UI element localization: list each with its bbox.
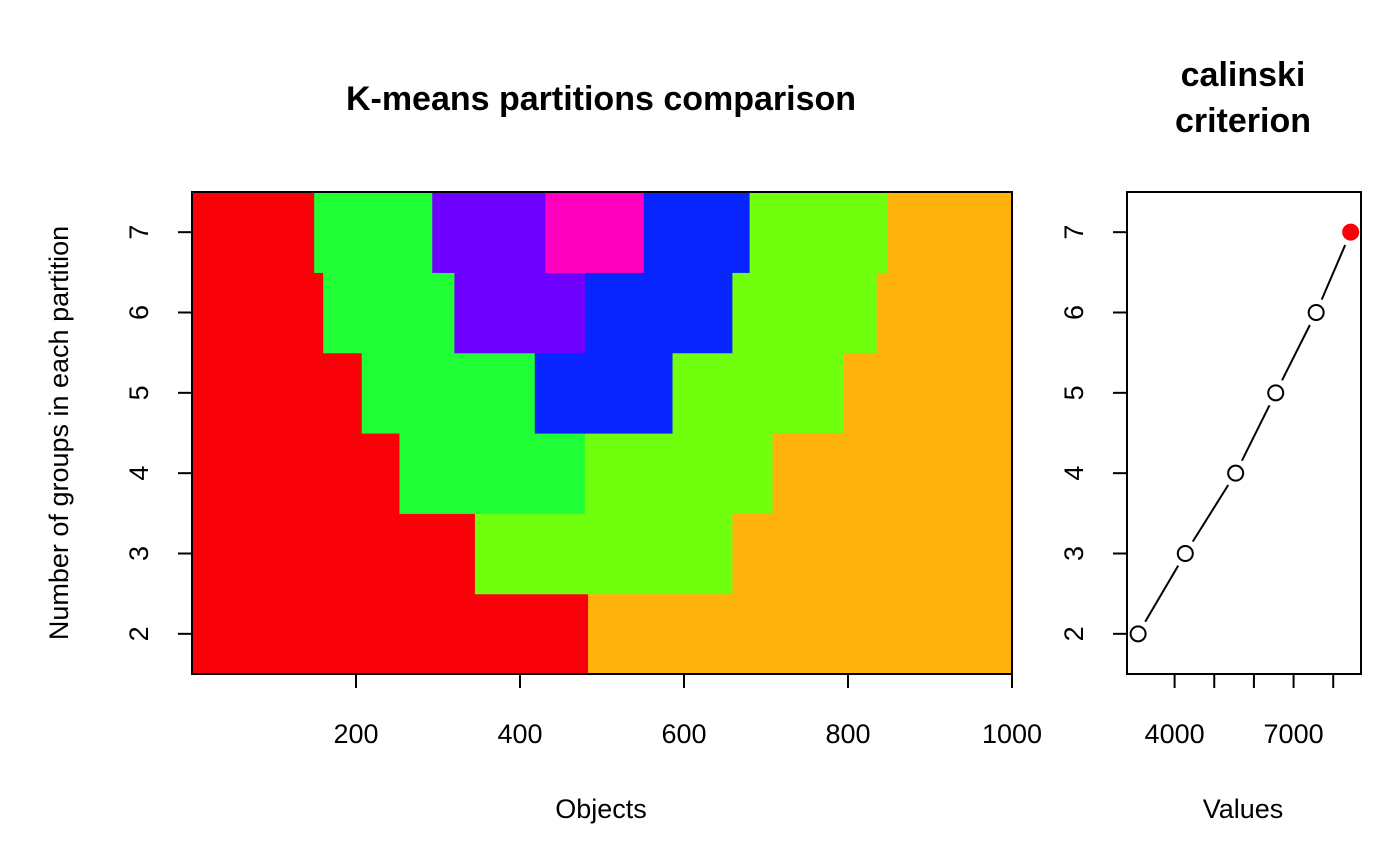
- right-chart-title-line2: criterion: [1175, 102, 1311, 140]
- partition-cell-k3-2: [474, 513, 733, 595]
- partition-cell-k4-1: [192, 433, 401, 514]
- partition-cell-k6-4: [585, 272, 733, 354]
- left-x-axis-label: Objects: [555, 794, 647, 824]
- left-x-tick-label: 200: [333, 719, 378, 749]
- criterion-line-segment: [1241, 404, 1271, 462]
- criterion-point: [1267, 384, 1285, 402]
- partition-cell-k5-1: [192, 352, 363, 434]
- partition-cell-k5-5: [843, 352, 1013, 434]
- partition-cell-k4-2: [399, 433, 586, 514]
- criterion-point: [1307, 304, 1325, 321]
- partition-cell-k6-2: [323, 272, 455, 354]
- left-x-tick-label: 800: [825, 719, 870, 749]
- right-y-tick-label: 3: [1059, 546, 1089, 561]
- right-y-tick-label: 4: [1059, 466, 1089, 481]
- right-chart-title-line1: calinski: [1181, 56, 1306, 94]
- right-x-axis-label: Values: [1203, 794, 1284, 824]
- criterion-point: [1176, 545, 1194, 562]
- partition-cell-k7-4: [545, 192, 645, 273]
- criterion-line-segment: [1191, 484, 1230, 543]
- partition-cell-k6-5: [732, 272, 878, 354]
- partition-cell-k4-4: [772, 433, 1013, 514]
- right-x-tick-label: 4000: [1145, 719, 1205, 749]
- criterion-point: [1129, 625, 1147, 643]
- right-plot-frame: [1126, 191, 1362, 675]
- right-y-tick-label: 6: [1059, 305, 1089, 320]
- partition-cell-k2-1: [192, 593, 589, 675]
- left-y-tick-label: 5: [124, 385, 154, 400]
- partition-cell-k3-1: [192, 513, 476, 595]
- partition-cell-k6-6: [876, 272, 1013, 354]
- left-y-axis: 2 3 4 5 6 7: [124, 225, 192, 641]
- criterion-series: [1129, 223, 1360, 643]
- criterion-point-best: [1342, 223, 1360, 241]
- partition-cell-k6-1: [192, 272, 324, 354]
- left-y-tick-label: 6: [124, 305, 154, 320]
- partition-cell-k7-1: [192, 192, 315, 273]
- partition-cell-k5-3: [534, 352, 674, 434]
- criterion-point: [1227, 464, 1245, 482]
- left-y-tick-label: 4: [124, 466, 154, 481]
- partition-cell-k6-3: [454, 272, 587, 354]
- left-plot-frame: [191, 191, 1013, 675]
- right-y-tick-label: 5: [1059, 385, 1089, 400]
- left-y-axis-label: Number of groups in each partition: [44, 226, 74, 640]
- partition-cell-k7-3: [432, 192, 547, 273]
- left-x-tick-label: 600: [661, 719, 706, 749]
- left-x-tick-label: 1000: [982, 719, 1042, 749]
- partition-cell-k3-3: [732, 513, 1013, 595]
- partition-cell-k5-2: [361, 352, 536, 434]
- right-x-axis: 4000 7000: [1145, 674, 1335, 749]
- left-chart-title: K-means partitions comparison: [346, 80, 856, 118]
- right-x-tick-label: 7000: [1264, 719, 1324, 749]
- criterion-line-segment: [1281, 324, 1311, 381]
- left-y-tick-label: 2: [124, 626, 154, 641]
- left-x-axis: 200 400 600 800 1000: [333, 674, 1042, 749]
- partition-cell-k4-3: [584, 433, 774, 514]
- partition-cell-k7-2: [314, 192, 433, 273]
- left-y-tick-label: 7: [124, 225, 154, 240]
- left-y-tick-label: 3: [124, 546, 154, 561]
- partitions-panel: K-means partitions comparison 200 400 600 8…: [44, 80, 1042, 824]
- partition-cell-k7-5: [643, 192, 751, 273]
- criterion-line-segment: [1320, 244, 1347, 301]
- criterion-line-segment: [1144, 565, 1180, 623]
- partition-cell-k2-2: [588, 593, 1013, 675]
- criterion-panel: calinski criterion 4000 7000 2 3 4 5 6 7 Value…: [1059, 56, 1362, 824]
- right-y-axis: 2 3 4 5 6 7: [1059, 225, 1127, 641]
- left-x-tick-label: 400: [497, 719, 542, 749]
- partition-cells: [192, 192, 1013, 675]
- right-y-tick-label: 7: [1059, 225, 1089, 240]
- right-y-tick-label: 2: [1059, 626, 1089, 641]
- partition-cell-k7-7: [887, 192, 1013, 273]
- partition-cell-k5-4: [672, 352, 844, 434]
- partition-cell-k7-6: [749, 192, 888, 273]
